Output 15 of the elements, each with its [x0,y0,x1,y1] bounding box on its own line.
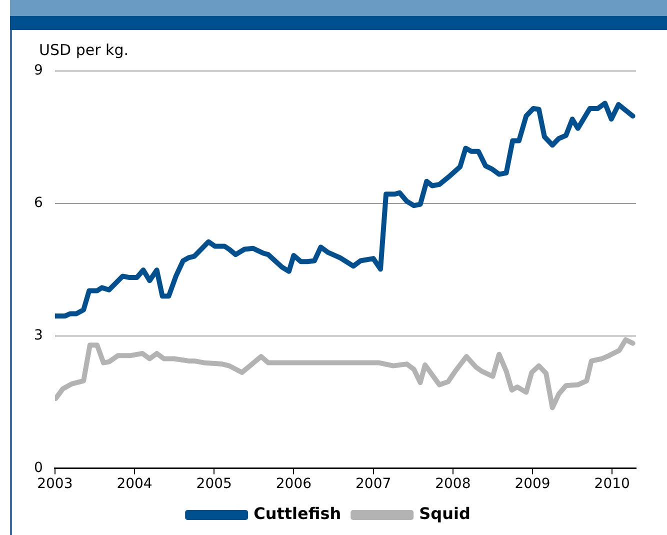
y-tick-label: 9 [34,62,43,79]
y-axis-title: USD per kg. [39,41,128,59]
y-tick-label: 6 [34,195,43,212]
legend-label: Squid [419,504,470,524]
y-tick-label: 0 [34,460,43,476]
x-tick-label: 2007 [355,476,392,492]
y-tick-label: 3 [34,327,43,344]
x-tick-label: 2006 [276,476,312,492]
x-tick-label: 2003 [37,476,73,492]
x-tick-label: 2010 [594,476,630,492]
x-tick-label: 2004 [116,476,152,492]
x-tick-label: 2009 [514,476,550,492]
legend-label: Cuttlefish [254,504,342,524]
x-tick-label: 2008 [435,476,471,492]
x-tick-label: 2005 [196,476,232,492]
